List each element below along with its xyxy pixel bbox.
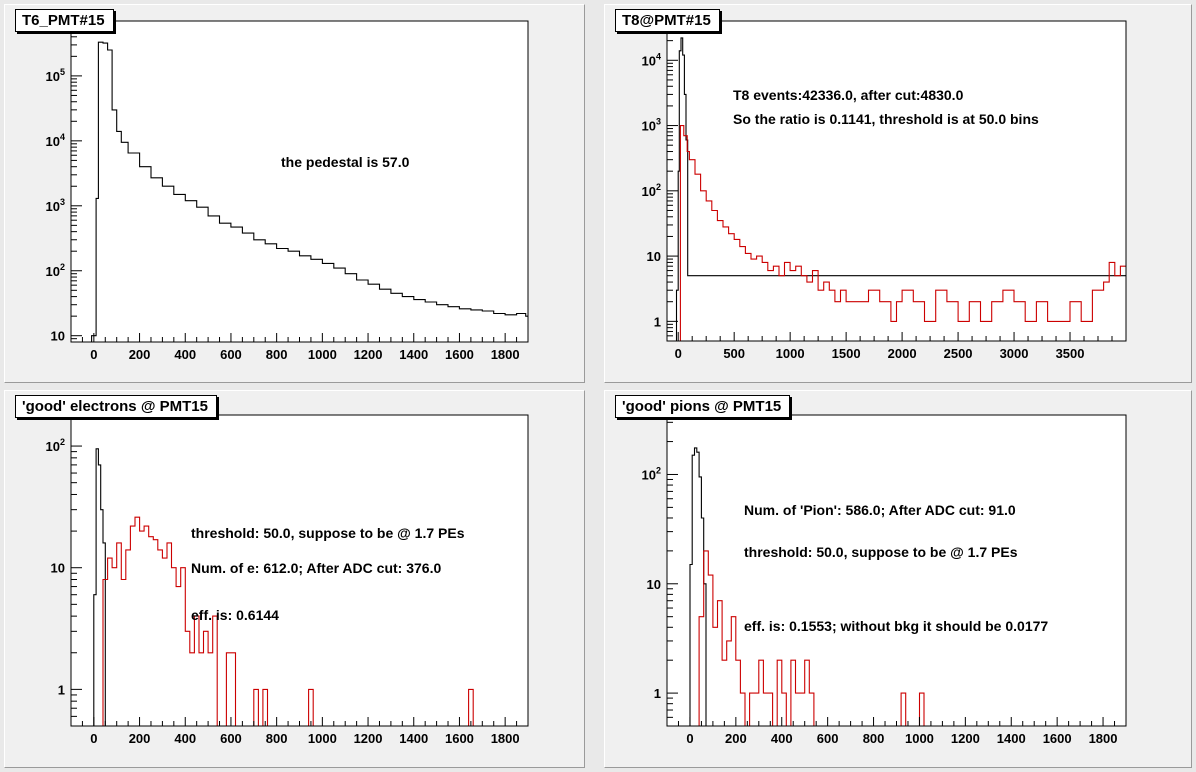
chart-t6: 0 200 400 600 800 1000 1200 1400 1600 1800 10 102 10… (46, 20, 529, 362)
pad-t8[interactable]: T8@PMT#15 0 500 1000 1500 2000 2500 3000 3500 1 1… (604, 4, 1192, 383)
x-tick-label: 1800 (1089, 731, 1118, 746)
annotation-pedestal: the pedestal is 57.0 (281, 154, 410, 170)
chart-pions: 0 200 400 600 800 1000 1200 1400 1600 1800 1 10 102 (642, 414, 1127, 746)
x-tick-label: 1000 (308, 347, 337, 362)
x-tick-label: 1600 (445, 731, 474, 746)
x-tick-label: 600 (220, 347, 242, 362)
y-tick-label: 10 (647, 577, 661, 592)
plot-title-pions: 'good' pions @ PMT15 (615, 395, 791, 418)
x-tick-label: 1800 (491, 731, 520, 746)
annotation-electrons-threshold: threshold: 50.0, suppose to be @ 1.7 PEs (191, 525, 465, 541)
x-tick-label: 200 (129, 731, 151, 746)
y-tick-label: 10 (51, 561, 65, 576)
series-line-1 (698, 550, 1126, 727)
series-line-0 (91, 448, 528, 727)
y-tick-label: 105 (46, 67, 65, 84)
x-tick-label: 3500 (1056, 346, 1085, 361)
x-tick-label: 2500 (944, 346, 973, 361)
chart-t8: 0 500 1000 1500 2000 2500 3000 3500 1 10 102 103 104 (642, 20, 1127, 361)
x-tick-label: 400 (174, 731, 196, 746)
annotation-electrons-counts: Num. of e: 612.0; After ADC cut: 376.0 (191, 560, 442, 576)
annotation-t8-ratio: So the ratio is 0.1141, threshold is at … (733, 111, 1039, 127)
y-tick-label: 10 (647, 249, 661, 264)
x-tick-label: 1600 (1043, 731, 1072, 746)
annotation-pions-counts: Num. of 'Pion': 586.0; After ADC cut: 91… (744, 502, 1016, 518)
x-tick-label: 1800 (491, 347, 520, 362)
x-tick-label: 500 (723, 346, 745, 361)
x-tick-label: 1200 (951, 731, 980, 746)
y-tick-label: 103 (46, 197, 65, 214)
x-tick-label: 200 (725, 731, 747, 746)
plot-area (71, 415, 528, 726)
pad-t6[interactable]: T6_PMT#15 0 200 400 600 800 1000 1200 1400 1600 1… (4, 4, 585, 383)
y-tick-label: 1 (58, 682, 65, 697)
plot-area (71, 21, 528, 342)
x-tick-label: 2000 (888, 346, 917, 361)
plot-title-electrons: 'good' electrons @ PMT15 (15, 395, 217, 418)
x-tick-label: 800 (863, 731, 885, 746)
x-tick-label: 1600 (445, 347, 474, 362)
annotation-pions-threshold: threshold: 50.0, suppose to be @ 1.7 PEs (744, 544, 1018, 560)
x-tick-label: 3000 (1000, 346, 1029, 361)
annotation-electrons-eff: eff. is: 0.6144 (191, 607, 279, 623)
x-tick-label: 800 (266, 731, 288, 746)
x-tick-label: 1000 (776, 346, 805, 361)
x-tick-label: 800 (266, 347, 288, 362)
x-tick-label: 1000 (308, 731, 337, 746)
x-tick-label: 0 (686, 731, 693, 746)
plot-area (667, 21, 1126, 341)
plot-area (667, 415, 1126, 726)
x-tick-label: 200 (129, 347, 151, 362)
x-tick-label: 1400 (997, 731, 1026, 746)
annotation-t8-events: T8 events:42336.0, after cut:4830.0 (733, 87, 964, 103)
x-tick-label: 600 (817, 731, 839, 746)
y-tick-label: 102 (642, 465, 661, 482)
series-line-0 (675, 37, 1126, 341)
y-tick-label: 10 (51, 329, 65, 344)
y-tick-label: 104 (46, 132, 65, 149)
x-tick-label: 600 (220, 731, 242, 746)
axis-frame (666, 20, 1127, 342)
plot-title-t6: T6_PMT#15 (15, 9, 114, 32)
y-tick-label: 102 (46, 437, 65, 454)
x-tick-label: 0 (90, 731, 97, 746)
series-line-0 (91, 41, 528, 342)
x-tick-label: 1000 (905, 731, 934, 746)
x-tick-label: 1500 (832, 346, 861, 361)
x-tick-label: 400 (771, 731, 793, 746)
chart-electrons: 0 200 400 600 800 1000 1200 1400 1600 1800 1 10 102 (46, 414, 529, 746)
x-tick-label: 1400 (399, 347, 428, 362)
x-tick-label: 0 (90, 347, 97, 362)
y-tick-label: 1 (654, 314, 661, 329)
series-line-1 (679, 125, 1126, 341)
y-tick-label: 102 (46, 262, 65, 279)
annotation-pions-eff: eff. is: 0.1553; without bkg it should b… (744, 618, 1049, 634)
x-tick-label: 1200 (354, 347, 383, 362)
x-tick-label: 1200 (354, 731, 383, 746)
y-tick-label: 102 (642, 182, 661, 199)
x-tick-label: 1400 (399, 731, 428, 746)
y-tick-label: 104 (642, 51, 661, 68)
y-tick-label: 1 (654, 686, 661, 701)
x-tick-label: 400 (174, 347, 196, 362)
pad-pions[interactable]: 'good' pions @ PMT15 0 200 400 600 800 1000 12… (604, 390, 1192, 768)
y-tick-label: 103 (642, 117, 661, 134)
x-tick-label: 0 (675, 346, 682, 361)
plot-title-t8: T8@PMT#15 (615, 9, 720, 32)
pad-electrons[interactable]: 'good' electrons @ PMT15 0 200 400 600 800 10… (4, 390, 585, 768)
